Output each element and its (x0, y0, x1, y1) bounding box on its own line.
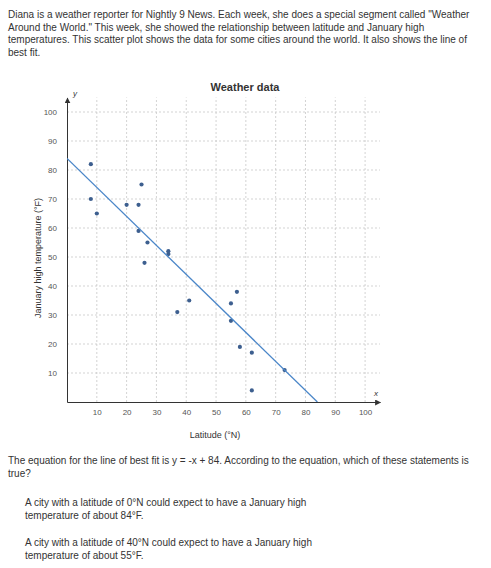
tick: 20 (48, 340, 67, 349)
data-point (250, 351, 254, 355)
grid-line (186, 98, 187, 403)
data-point (142, 261, 146, 265)
data-point (145, 240, 149, 244)
tick-label: 90 (48, 137, 57, 146)
chart-title: Weather data (211, 81, 281, 93)
tick: 100 (359, 402, 373, 417)
grid-line (365, 98, 366, 403)
tick-label: 80 (48, 166, 57, 175)
grid-line (67, 141, 380, 142)
tick: 30 (152, 402, 161, 417)
grid-line (67, 344, 380, 345)
tick: 70 (48, 195, 67, 204)
tick: 10 (93, 402, 102, 417)
data-point (125, 203, 129, 207)
y-axis-line (67, 98, 68, 403)
data-point (139, 182, 143, 186)
grid-line (156, 98, 157, 403)
best-fit-line (67, 158, 317, 402)
tick-label: 70 (48, 195, 57, 204)
grid-line (67, 170, 380, 171)
x-axis-title: Latitude (°N) (190, 430, 241, 440)
axis-letter: x (373, 389, 379, 398)
answer-option: A city with a latitude of 0°N could expe… (25, 497, 325, 522)
chart: Weather data 10 20 30 40 50 60 70 80 90 100 10 20 30 4… (0, 0, 491, 450)
tick-label: 90 (331, 408, 340, 417)
tick-label: 40 (182, 408, 191, 417)
data-point (238, 345, 242, 349)
tick: 50 (212, 402, 221, 417)
data-point (89, 162, 93, 166)
tick-label: 10 (93, 408, 102, 417)
data-point (89, 197, 93, 201)
grid-line (126, 98, 127, 403)
tick: 90 (48, 137, 67, 146)
tick-label: 50 (48, 253, 57, 262)
data-point (235, 290, 239, 294)
grid-line (67, 257, 380, 258)
data-point (136, 203, 140, 207)
tick: 30 (48, 311, 67, 320)
grid-line (96, 98, 97, 403)
tick-label: 30 (48, 311, 57, 320)
tick: 40 (48, 282, 67, 291)
grid-line (335, 98, 336, 403)
tick-label: 10 (48, 369, 57, 378)
tick-label: 30 (152, 408, 161, 417)
grid-line (275, 98, 276, 403)
data-point (187, 298, 191, 302)
tick: 100 (44, 108, 67, 117)
grid-line (67, 112, 380, 113)
tick: 90 (331, 402, 340, 417)
tick-label: 60 (242, 408, 251, 417)
y-axis-title: January high temperature (°F) (33, 198, 43, 318)
tick-label: 40 (48, 282, 57, 291)
intro-text: Diana is a weather reporter for Nightly … (8, 9, 484, 59)
tick-label: 100 (44, 108, 58, 117)
plot-area (67, 158, 317, 402)
x-axis-line (68, 402, 381, 403)
grid (67, 98, 380, 403)
tick: 20 (123, 402, 132, 417)
tick-label: 80 (302, 408, 311, 417)
question-text: The equation for the line of best fit is… (8, 455, 478, 480)
y-axis: 10 20 30 40 50 60 70 80 90 100 (44, 98, 68, 403)
grid-line (216, 98, 217, 403)
x-axis: 10 20 30 40 50 60 70 80 90 100 (68, 402, 381, 417)
tick: 80 (48, 166, 67, 175)
tick-label: 20 (48, 340, 57, 349)
tick-label: 50 (212, 408, 221, 417)
grid-line (67, 373, 380, 374)
tick-label: 100 (359, 408, 373, 417)
data-point (229, 301, 233, 305)
tick-label: 70 (272, 408, 281, 417)
data-point (175, 310, 179, 314)
tick: 60 (242, 402, 251, 417)
data-point (250, 388, 254, 392)
grid-line (305, 98, 306, 403)
data-point (95, 211, 99, 215)
tick: 40 (182, 402, 191, 417)
tick: 80 (302, 402, 311, 417)
tick-label: 60 (48, 224, 57, 233)
axis-letter: y (72, 89, 78, 98)
tick: 50 (48, 253, 67, 262)
grid-line (67, 228, 380, 229)
grid-line (67, 315, 380, 316)
grid-line (67, 199, 380, 200)
tick: 60 (48, 224, 67, 233)
grid-line (245, 98, 246, 403)
grid-line (67, 286, 380, 287)
tick-label: 20 (123, 408, 132, 417)
tick: 10 (48, 369, 67, 378)
tick: 70 (272, 402, 281, 417)
answer-option: A city with a latitude of 40°N could exp… (25, 537, 325, 562)
